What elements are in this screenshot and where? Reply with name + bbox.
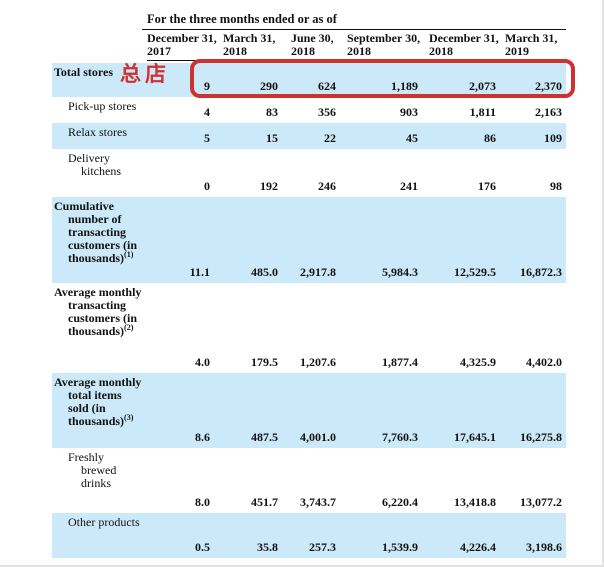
cell-value: 246 (318, 179, 336, 193)
cell-value: 6,220.4 (382, 495, 418, 509)
column-header-mar-31-2018: March 31, 2018 (218, 30, 286, 63)
table-row-other-products: Other products 0.5 35.8 257.3 1,539.9 4,… (52, 513, 567, 558)
cell-value: 176 (478, 179, 496, 193)
cell-value: 3,198.6 (526, 540, 563, 554)
cell-value: 1,811 (469, 105, 496, 119)
row-label: Other products (68, 515, 140, 529)
table-row-avg-monthly-transacting-customers: Average monthly transacting customers (i… (52, 283, 566, 373)
cell-value: 16,275.8 (520, 430, 563, 444)
cell-value: 2,073 (469, 79, 496, 93)
cell-value: 1,877.4 (382, 355, 418, 369)
cell-value: 45 (406, 131, 418, 145)
cell-value: 356 (318, 105, 336, 119)
cell-value: 241 (400, 179, 418, 193)
cell-value: 16,872.3 (520, 265, 563, 279)
cell-value: 451.7 (251, 495, 278, 509)
cell-value: 192 (260, 179, 278, 193)
row-label: Delivery kitchens (68, 151, 121, 178)
cell-value: 2,163 (535, 105, 563, 119)
cell-value: 13,418.8 (454, 495, 496, 509)
column-header-dec-31-2018: December 31, 2018 (424, 30, 500, 63)
cell-value: 8.0 (195, 495, 210, 509)
cell-value: 22 (324, 131, 336, 145)
table-row-relax-stores: Relax stores 5 15 22 45 86 109 (52, 123, 567, 149)
cell-value: 1,539.9 (382, 540, 418, 554)
row-label: Pick-up stores (68, 99, 137, 113)
table-row-total-stores: Total stores 9 290 624 1,189 2,073 2,370 (52, 63, 567, 97)
cell-value: 903 (400, 105, 418, 119)
cell-value: 257.3 (309, 540, 336, 554)
column-header-sep-30-2018: September 30, 2018 (342, 30, 424, 63)
cell-value: 4,402.0 (526, 355, 563, 369)
table-row-freshly-brewed-drinks: Freshly brewed drinks 8.0 451.7 3,743.7 … (52, 448, 566, 513)
cell-value: 5,984.3 (382, 265, 418, 279)
cell-value: 5 (204, 131, 210, 145)
cell-value: 7,760.3 (382, 430, 418, 444)
cell-value: 290 (260, 79, 278, 93)
table-row-delivery-kitchens: Delivery kitchens 0 192 246 241 176 98 (52, 149, 566, 197)
row-label: Cumulative number of transacting custome… (54, 199, 137, 265)
cell-value: 98 (550, 179, 563, 193)
cell-value: 485.0 (251, 265, 278, 279)
column-header-mar-31-2019: March 31, 2019 (500, 30, 566, 63)
cell-value: 13,077.2 (520, 495, 563, 509)
total-stores-annotation: 总店 (120, 62, 170, 86)
column-header-row: December 31, 2017 March 31, 2018 June 30, 2… (52, 30, 566, 63)
table-title: For the three months ended or as of (142, 11, 567, 30)
cell-value: 4.0 (195, 355, 210, 369)
cell-value: 3,743.7 (300, 495, 336, 509)
cell-value: 2,917.8 (300, 265, 336, 279)
cell-value: 17,645.1 (454, 430, 496, 444)
column-header-dec-31-2017: December 31, 2017 (142, 30, 218, 63)
cell-value: 11.1 (189, 265, 210, 279)
cell-value: 0 (204, 179, 210, 193)
label-column-spacer (52, 30, 142, 63)
cell-value: 15 (266, 131, 278, 145)
row-label: Total stores (54, 65, 114, 79)
cell-value: 35.8 (257, 540, 278, 554)
cell-value: 86 (484, 131, 496, 145)
column-header-jun-30-2018: June 30, 2018 (286, 30, 342, 63)
cell-value: 109 (544, 131, 563, 145)
cell-value: 2,370 (535, 79, 563, 93)
cell-value: 0.5 (195, 540, 210, 554)
table-row-avg-monthly-items-sold: Average monthly total items sold (in tho… (52, 373, 567, 448)
row-label: Average monthly total items sold (in tho… (54, 375, 142, 428)
cell-value: 83 (266, 105, 278, 119)
footnote-marker: (3) (124, 413, 134, 422)
cell-value: 179.5 (251, 355, 278, 369)
cell-value: 4 (204, 105, 210, 119)
cell-value: 1,207.6 (300, 355, 336, 369)
footnote-marker: (1) (124, 250, 134, 259)
cell-value: 4,001.0 (300, 430, 336, 444)
cell-value: 487.5 (251, 430, 278, 444)
footnote-marker: (2) (124, 323, 134, 332)
row-label: Average monthly transacting customers (i… (54, 285, 142, 338)
table-row-cumulative-transacting-customers: Cumulative number of transacting custome… (52, 197, 567, 283)
label-column-spacer (52, 10, 142, 30)
financial-summary-table: For the three months ended or as of Dece… (52, 10, 567, 558)
cell-value: 624 (318, 79, 336, 93)
cell-value: 8.6 (195, 430, 210, 444)
cell-value: 12,529.5 (454, 265, 496, 279)
cell-value: 4,226.4 (460, 540, 496, 554)
row-label: Freshly brewed drinks (68, 450, 117, 490)
table-title-row: For the three months ended or as of (52, 10, 567, 30)
table-row-pick-up-stores: Pick-up stores 4 83 356 903 1,811 2,163 (52, 97, 566, 123)
row-label: Relax stores (68, 125, 127, 139)
cell-value: 4,325.9 (460, 355, 496, 369)
cell-value: 9 (204, 79, 210, 93)
cell-value: 1,189 (391, 79, 418, 93)
